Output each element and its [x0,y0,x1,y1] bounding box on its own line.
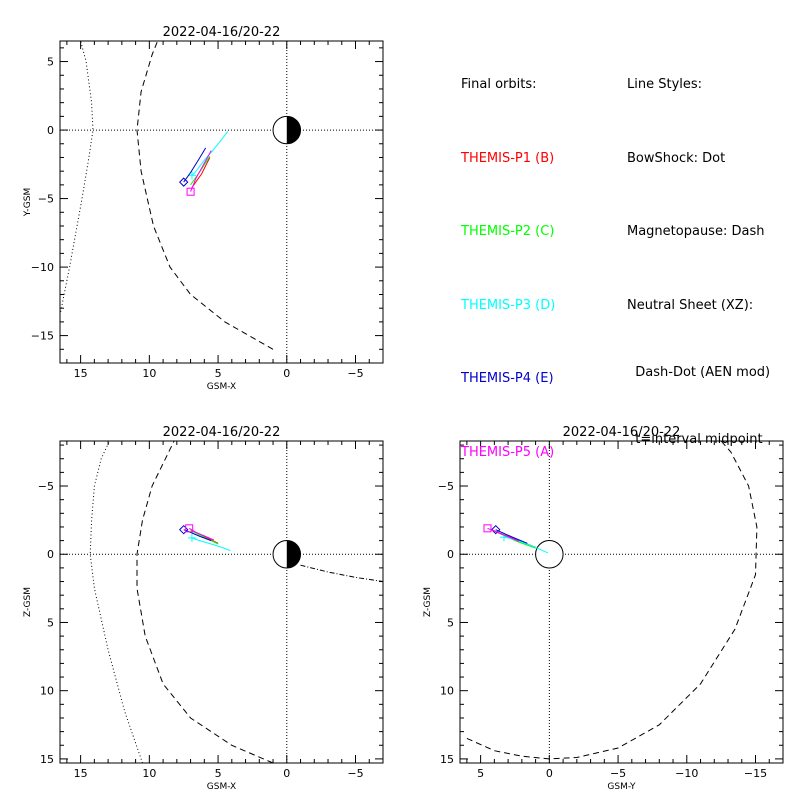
series-themis-p5-a- [186,150,212,196]
x-tick-label: −10 [675,767,698,780]
orbit-line [487,527,520,542]
x-tick-label: 0 [283,767,290,780]
y-tick-label: −5 [38,193,54,206]
series-themis-p5-a- [185,524,215,541]
x-tick-label: 15 [74,367,88,380]
panel-title: 2022-04-16/20-22 [163,425,281,440]
x-tick-label: 10 [142,367,156,380]
series-themis-p4-e- [491,524,528,544]
y-tick-label: 5 [47,56,54,69]
x-axis-label: GSM-X [207,782,236,792]
plot-area-yz [460,441,783,763]
x-tick-label: −5 [347,367,363,380]
legend-entry-p2: THEMIS-P2 (C) [461,224,555,239]
bowshock-curve [60,41,94,318]
orbit-end-diamond-marker [178,524,189,535]
orbit-end-square-marker [185,524,194,533]
y-axis-label: Y-GSM [23,188,33,217]
axes-frame [59,440,384,764]
axes-frame [59,40,384,364]
orbit-line [191,157,211,188]
y-tick-label: 0 [47,548,54,561]
plot-area-xy [60,41,383,363]
legend-entry-p5: THEMIS-P5 (A) [461,444,555,460]
magnetopause-curve [136,41,274,350]
y-tick-label: −5 [438,480,454,493]
earth-night-side [286,116,301,144]
y-tick-label: 15 [440,753,454,766]
earth-icon [535,540,564,569]
axes-frame [459,440,784,764]
x-tick-label: 5 [477,767,484,780]
x-axis-label: GSM-Y [607,782,636,792]
orbit-line [183,529,212,542]
y-axis-label: Z-GSM [423,587,433,617]
y-tick-label: 0 [47,124,54,137]
orbits-legend: Final orbits: THEMIS-P1 (B) THEMIS-P2 (C… [461,24,555,490]
x-tick-label: −15 [744,767,767,780]
earth-night-side [286,540,301,568]
series-themis-p2-c- [190,529,219,545]
legend-entry-p3: THEMIS-P3 (D) [461,297,556,313]
x-tick-label: 10 [142,767,156,780]
x-tick-label: −5 [610,767,626,780]
orbit-line [191,537,231,552]
line-style-time-note: t=interval midpoint [627,431,763,447]
orbits-legend-heading: Final orbits: [461,77,537,92]
x-tick-label: 5 [215,767,222,780]
y-axis-label: Z-GSM [23,587,33,617]
magnetopause-curve [136,441,274,763]
series-themis-p4-e- [178,147,207,187]
x-axis-label: GSM-X [207,382,236,392]
line-styles-heading: Line Styles: [627,77,703,92]
line-style-neutral-sheet: Neutral Sheet (XZ): [627,297,754,313]
line-style-neutral-sheet-model: Dash-Dot (AEN mod) [627,364,771,380]
y-tick-label: 15 [40,753,54,766]
x-tick-label: 15 [74,767,88,780]
orbit-end-diamond-marker [178,177,189,187]
x-tick-label: 5 [215,367,222,380]
x-tick-label: 0 [546,767,553,780]
y-tick-label: 5 [447,616,454,629]
orbit-line [190,150,212,192]
panel-xy: 15 10 5 0 −5 −15 −10 −5 0 5 2022-04-16/20-22 GSM-X Y… [23,25,384,392]
line-styles-legend: Line Styles: BowShock: Dot Magnetopause:… [627,24,770,473]
orbit-line [183,147,207,183]
panel-title: 2022-04-16/20-22 [163,25,281,40]
legend-entry-p1: THEMIS-P1 (B) [461,150,555,166]
line-style-bowshock: BowShock: Dot [627,150,726,166]
panel-yz: 5 0 −5 −10 −15 −5 0 5 10 15 2022-04-16/20-22 GSM-Y Z… [423,425,784,792]
y-tick-label: −10 [31,261,54,274]
magnetopause-curve [466,441,758,760]
y-tick-label: −5 [38,480,54,493]
x-tick-label: 0 [283,367,290,380]
x-tick-label: −5 [347,767,363,780]
orbit-line [495,529,528,544]
series-themis-p3-d- [187,131,229,180]
neutral-sheet-curve [300,564,383,582]
y-tick-label: 0 [447,548,454,561]
orbit-line [190,529,219,545]
y-tick-label: −15 [31,330,54,343]
panel-xz: 15 10 5 0 −5 −5 0 5 10 15 2022-04-16/20-22 GSM-X Z-G… [23,425,384,792]
orbit-end-square-marker [186,187,195,196]
orbit-end-diamond-marker [491,524,501,535]
series-themis-p4-e- [178,524,212,542]
orbit-end-square-marker [483,524,492,533]
series-themis-p5-a- [483,524,520,542]
series-themis-p3-d- [187,533,231,552]
y-tick-label: 5 [47,616,54,629]
series-themis-p3-d- [499,533,549,554]
y-tick-label: 10 [40,685,54,698]
plot-area-xz [60,441,383,763]
panel-title: 2022-04-16/20-22 [563,425,681,440]
y-tick-label: 10 [440,685,454,698]
series-themis-p1-b- [191,157,211,188]
legend-entry-p4: THEMIS-P4 (E) [461,371,554,386]
bowshock-curve [89,441,143,763]
line-style-magnetopause: Magnetopause: Dash [627,224,765,239]
